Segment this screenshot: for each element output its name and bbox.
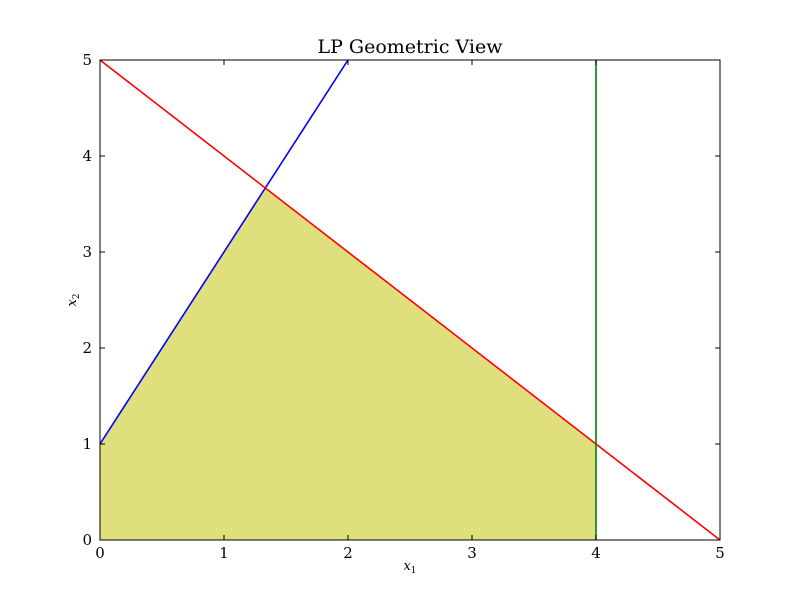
y-axis-label: x2 [65, 293, 82, 306]
y-tick-label: 2 [82, 339, 92, 357]
x-tick-label: 5 [715, 544, 725, 562]
y-tick-label: 5 [82, 51, 92, 69]
axes: 0 1 2 3 4 5 0 1 2 3 4 5 [82, 51, 724, 562]
plot-clip-group [100, 60, 720, 540]
x-tick-label: 2 [343, 544, 353, 562]
y-tick-label: 1 [82, 435, 92, 453]
plot-frame [99, 59, 721, 541]
y-tick-label: 4 [82, 147, 92, 165]
x-tick-label: 4 [591, 544, 601, 562]
y-tick-label: 0 [82, 531, 92, 549]
constraint-line-2 [100, 60, 720, 540]
x-axis-label: x1 [403, 559, 416, 576]
constraint-line-1 [100, 60, 349, 445]
chart-title: LP Geometric View [317, 36, 503, 58]
y-tick-label: 3 [82, 243, 92, 261]
plot-area [100, 60, 720, 540]
x-tick-label: 0 [95, 544, 105, 562]
feasible-region [100, 187, 596, 540]
x-tick-label: 3 [467, 544, 477, 562]
x-tick-label: 1 [219, 544, 229, 562]
